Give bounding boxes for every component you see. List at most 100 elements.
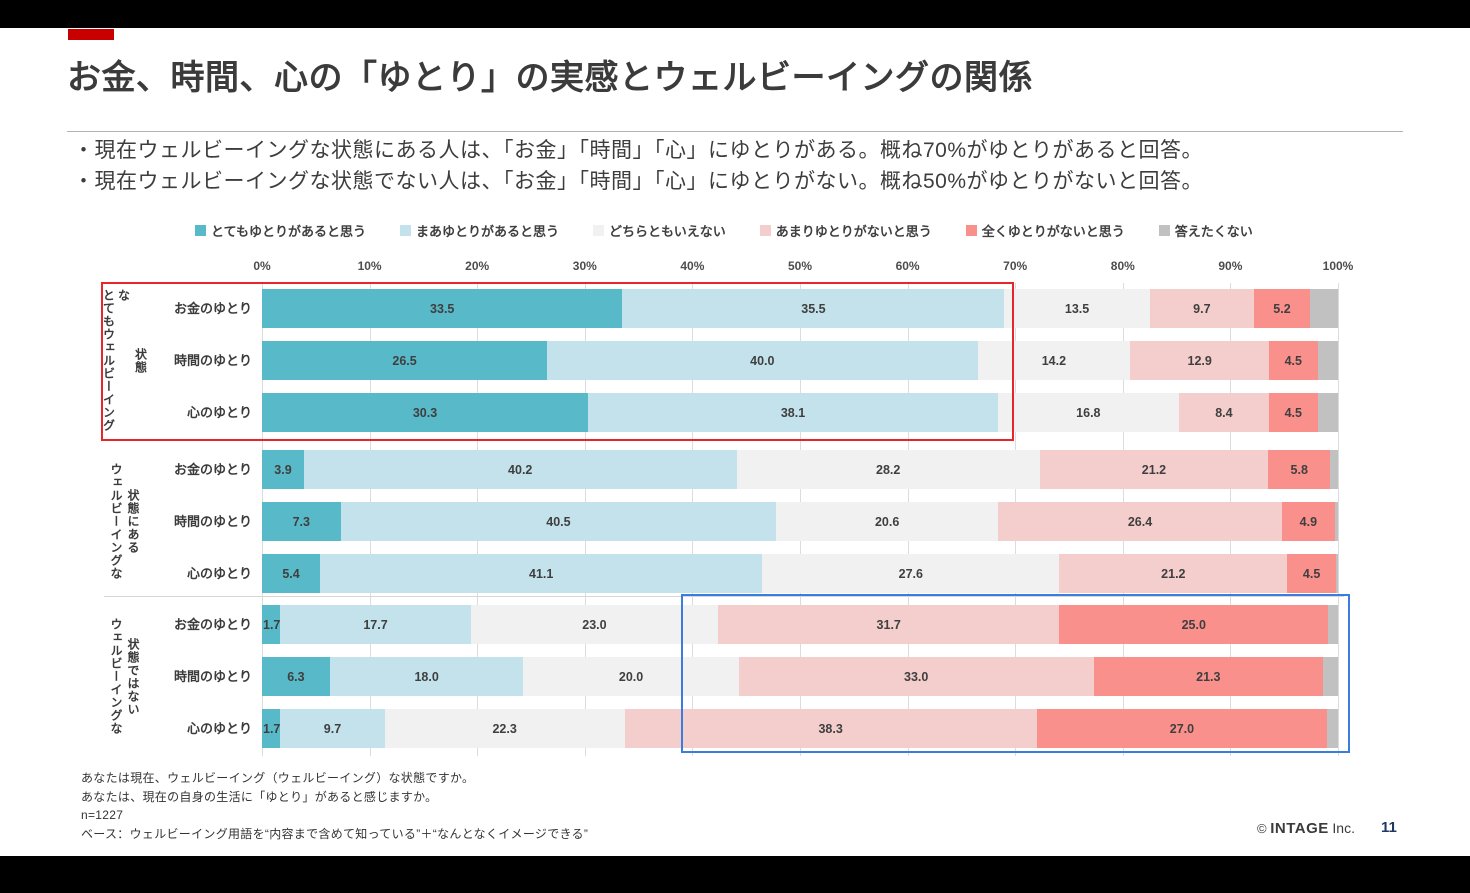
group-label: ウェルビーイングな 状態ではない — [104, 605, 144, 748]
bar-segment — [1317, 341, 1338, 380]
legend-swatch-icon — [759, 225, 771, 236]
bar-value-label: 7.3 — [292, 514, 310, 529]
group-label-line: ウェルビーイングな — [109, 618, 123, 735]
bar-value-label: 27.0 — [1169, 721, 1195, 736]
row-label: 時間のゆとり — [173, 669, 252, 684]
bar-segment — [1309, 289, 1338, 328]
bar-segment: 26.4 — [997, 502, 1283, 541]
slide: お金、時間、心の「ゆとり」の実感とウェルビーイングの関係 ・現在ウェルビーイング… — [0, 28, 1470, 856]
row-label: 時間のゆとり — [173, 353, 252, 368]
bar-value-label: 38.1 — [780, 405, 806, 420]
bar-value-label: 26.5 — [392, 353, 417, 368]
bar-segment — [1317, 393, 1338, 432]
bar-row: 1.7 9.7 22.3 38.3 27.0 — [262, 709, 1338, 748]
bar-value-label: 21.2 — [1161, 566, 1186, 581]
bar-segment: 41.1 — [320, 554, 763, 593]
bar-value-label: 22.3 — [492, 721, 517, 736]
page-title: お金、時間、心の「ゆとり」の実感とウェルビーイングの関係 — [67, 59, 1033, 97]
bar-value-label: 5.8 — [1290, 462, 1308, 477]
row-label: お金のゆとり — [173, 617, 252, 632]
group-label-line: とてもウェルビーイングな — [101, 289, 131, 432]
bar-segment — [1335, 554, 1338, 593]
legend-label: あまりゆとりがないと思う — [775, 224, 932, 239]
x-tick-label: 30% — [572, 259, 597, 273]
bar-value-label: 5.4 — [282, 566, 300, 581]
bar-value-label: 5.2 — [1273, 301, 1291, 316]
chart-legend: とてもゆとりがあると思う まあゆとりがあると思う どちらともいえない あまりゆとりがな… — [195, 221, 1253, 240]
row-label: 時間のゆとり — [173, 514, 252, 529]
brand-name: INTAGE — [1270, 820, 1329, 837]
bar-value-label: 4.9 — [1299, 514, 1318, 529]
bar-segment: 23.0 — [470, 605, 719, 644]
bar-segment: 4.5 — [1269, 393, 1318, 432]
bar-value-label: 13.5 — [1064, 301, 1090, 316]
highlight-box-blue — [681, 594, 1350, 753]
bar-segment: 38.3 — [624, 709, 1037, 748]
bar-segment: 1.7 — [262, 709, 280, 748]
bar-value-label: 4.5 — [1302, 566, 1321, 581]
bar-segment — [1334, 502, 1338, 541]
bar-segment: 26.5 — [262, 341, 548, 380]
bar-segment: 27.6 — [762, 554, 1060, 593]
bar-segment: 3.9 — [262, 450, 304, 489]
x-tick-label: 80% — [1110, 259, 1135, 273]
x-tick-label: 20% — [465, 259, 490, 273]
bar-segment: 4.5 — [1287, 554, 1336, 593]
bar-segment — [1328, 605, 1338, 644]
bar-row: 3.9 40.2 28.2 21.2 5.8 — [262, 450, 1338, 489]
bar-segment: 6.3 — [262, 657, 330, 696]
row-label: 心のゆとり — [186, 566, 252, 581]
bar-segment: 33.5 — [262, 289, 623, 328]
bar-segment: 5.8 — [1268, 450, 1331, 489]
bar-value-label: 35.5 — [801, 301, 826, 316]
bar-segment: 8.4 — [1178, 393, 1270, 432]
copyright-suffix: Inc. — [1332, 820, 1355, 836]
bar-segment: 14.2 — [977, 341, 1131, 380]
footnote-line: あなたは、現在の自身の生活に「ゆとり」があると感じますか。 — [81, 789, 438, 804]
bar-value-label: 3.9 — [274, 462, 292, 477]
bar-segment: 33.0 — [738, 657, 1094, 696]
bar-value-label: 8.4 — [1215, 405, 1233, 420]
bar-row: 26.5 40.0 14.2 12.9 4.5 — [262, 341, 1338, 380]
x-tick-label: 0% — [253, 259, 271, 273]
legend-item: どちらともいえない — [592, 221, 726, 240]
bar-row: 6.3 18.0 20.0 33.0 21.3 — [262, 657, 1338, 696]
bar-value-label: 33.0 — [904, 669, 929, 684]
summary-bullets: ・現在ウェルビーイングな状態にある人は、「お金」「時間」「心」にゆとりがある。概… — [73, 135, 1403, 197]
x-tick-label: 90% — [1218, 259, 1243, 273]
legend-item: 答えたくない — [1158, 221, 1253, 240]
bar-segment: 17.7 — [280, 605, 471, 644]
bar-value-label: 14.2 — [1041, 353, 1067, 368]
copyright-symbol-icon: © — [1257, 821, 1267, 836]
bar-segment — [1330, 450, 1338, 489]
x-axis-ticks: 0% 10% 20% 30% 40% 50% 60% 70% 80% 90% 100% — [0, 259, 1470, 275]
legend-item: まあゆとりがあると思う — [399, 221, 559, 240]
bar-segment — [1322, 657, 1338, 696]
bar-value-label: 9.7 — [323, 721, 342, 736]
legend-swatch-icon — [592, 225, 604, 236]
bar-value-label: 4.5 — [1284, 405, 1302, 420]
group-label-line: 状態にある — [126, 489, 140, 554]
bar-row: 33.5 35.5 13.5 9.7 5.2 — [262, 289, 1338, 328]
bar-value-label: 40.5 — [546, 514, 571, 529]
bar-row: 7.3 40.5 20.6 26.4 4.9 — [262, 502, 1338, 541]
bar-segment: 35.5 — [622, 289, 1005, 328]
group-label-line: 状態ではない — [126, 637, 140, 716]
bar-value-label: 18.0 — [414, 669, 439, 684]
bar-segment: 28.2 — [736, 450, 1040, 489]
legend-swatch-icon — [965, 225, 977, 236]
bar-segment: 21.2 — [1059, 554, 1288, 593]
bar-value-label: 9.7 — [1193, 301, 1211, 316]
bar-value-label: 30.3 — [412, 405, 438, 420]
bar-value-label: 28.2 — [876, 462, 901, 477]
bar-value-label: 31.7 — [876, 617, 901, 632]
slide-accent-bar — [68, 29, 114, 40]
legend-item: あまりゆとりがないと思う — [759, 221, 932, 240]
bar-value-label: 20.0 — [618, 669, 644, 684]
bar-row: 30.3 38.1 16.8 8.4 4.5 — [262, 393, 1338, 432]
x-tick-label: 10% — [357, 259, 382, 273]
bar-value-label: 4.5 — [1284, 353, 1302, 368]
bar-value-label: 25.0 — [1181, 617, 1206, 632]
bar-segment: 7.3 — [262, 502, 341, 541]
bar-segment: 1.7 — [262, 605, 280, 644]
